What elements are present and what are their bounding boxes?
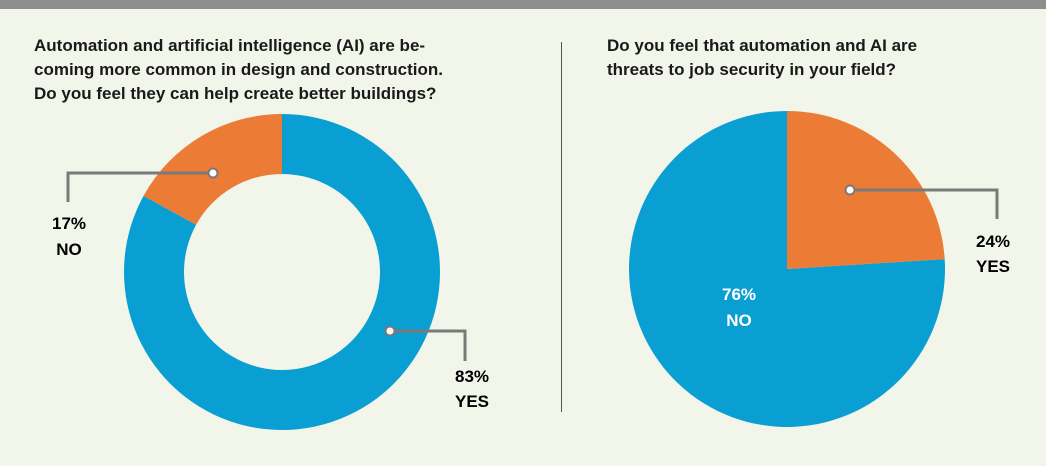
question-2-title-line-1: Do you feel that automation and AI are xyxy=(607,36,918,55)
pie-yes-category-label: YES xyxy=(976,257,1010,276)
question-1-title-line-1: Automation and artificial intelligence (… xyxy=(34,36,426,55)
question-2-title-line-2: threats to job security in your field? xyxy=(607,60,897,79)
pie-yes-value-label: 24% xyxy=(976,232,1010,251)
pie-no-value-label: 76% xyxy=(722,285,756,304)
question-2-title: Do you feel that automation and AI are t… xyxy=(607,34,917,82)
pie-no-category-label: NO xyxy=(726,311,752,330)
donut-no-leader xyxy=(66,167,219,202)
donut-chart xyxy=(123,114,440,430)
pie-chart xyxy=(629,111,945,427)
question-1-title-line-2: coming more common in design and constru… xyxy=(34,60,443,79)
panel-divider xyxy=(561,42,562,412)
donut-no-value-label: 17% xyxy=(52,214,86,233)
donut-yes-leader xyxy=(384,325,467,361)
question-1-title-line-3: Do you feel they can help create better … xyxy=(34,84,437,103)
question-1-title: Automation and artificial intelligence (… xyxy=(34,34,443,106)
donut-no-category-label: NO xyxy=(56,240,82,259)
donut-slice-yes xyxy=(123,114,440,430)
donut-yes-value-label: 83% xyxy=(455,367,489,386)
pie-yes-leader xyxy=(844,184,999,219)
donut-yes-category-label: YES xyxy=(455,392,489,411)
top-bar xyxy=(0,0,1046,9)
